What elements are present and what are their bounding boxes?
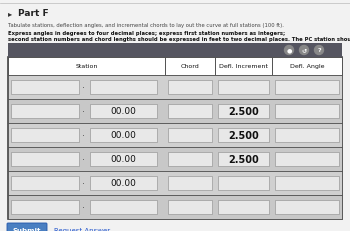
- Bar: [218, 152, 269, 167]
- Text: ?: ?: [317, 48, 321, 53]
- Text: Part F: Part F: [18, 9, 49, 18]
- Text: Tabulate stations, deflection angles, and incremental chords to lay out the curv: Tabulate stations, deflection angles, an…: [8, 23, 284, 28]
- Bar: [218, 176, 269, 191]
- Bar: [8, 195, 342, 219]
- Text: ·: ·: [82, 106, 85, 116]
- Text: Defl. Increment: Defl. Increment: [219, 64, 268, 69]
- Text: ·: ·: [82, 202, 85, 212]
- Bar: [168, 152, 212, 167]
- Bar: [90, 80, 157, 95]
- Bar: [8, 58, 342, 219]
- Bar: [218, 80, 269, 95]
- Bar: [275, 152, 339, 167]
- Text: ●: ●: [286, 48, 292, 53]
- Text: 2.500: 2.500: [228, 131, 259, 140]
- Bar: [8, 171, 342, 195]
- Bar: [11, 176, 78, 191]
- Text: Submit: Submit: [13, 228, 41, 231]
- Bar: [168, 80, 212, 95]
- Bar: [168, 128, 212, 143]
- Bar: [275, 128, 339, 143]
- Text: 00.00: 00.00: [110, 131, 136, 140]
- Circle shape: [315, 46, 323, 55]
- Bar: [8, 76, 342, 100]
- Bar: [11, 128, 78, 143]
- Text: Station: Station: [75, 64, 98, 69]
- Text: ·: ·: [82, 131, 85, 140]
- Bar: [11, 104, 78, 119]
- Text: ·: ·: [82, 83, 85, 93]
- Bar: [275, 80, 339, 95]
- Bar: [90, 200, 157, 215]
- Bar: [90, 128, 157, 143]
- Bar: [11, 152, 78, 167]
- Bar: [8, 44, 342, 58]
- Bar: [218, 104, 269, 119]
- Bar: [8, 100, 342, 123]
- FancyBboxPatch shape: [7, 223, 47, 231]
- Bar: [11, 80, 78, 95]
- Bar: [168, 200, 212, 215]
- Text: second station numbers and chord lengths should be expressed in feet to two deci: second station numbers and chord lengths…: [8, 36, 350, 41]
- Text: ▸: ▸: [8, 9, 12, 18]
- Text: ·: ·: [82, 154, 85, 164]
- Bar: [218, 128, 269, 143]
- Bar: [90, 104, 157, 119]
- Text: 00.00: 00.00: [110, 107, 136, 116]
- Bar: [11, 200, 78, 215]
- Bar: [8, 123, 342, 147]
- Bar: [165, 58, 215, 76]
- Bar: [90, 176, 157, 191]
- Bar: [215, 58, 272, 76]
- Bar: [272, 58, 342, 76]
- Bar: [275, 200, 339, 215]
- Bar: [218, 200, 269, 215]
- Circle shape: [300, 46, 308, 55]
- Text: Chord: Chord: [181, 64, 199, 69]
- Text: Defl. Angle: Defl. Angle: [290, 64, 324, 69]
- Text: 2.500: 2.500: [228, 106, 259, 116]
- Text: 00.00: 00.00: [110, 155, 136, 164]
- Bar: [90, 152, 157, 167]
- Bar: [8, 147, 342, 171]
- Text: Request Answer: Request Answer: [54, 228, 110, 231]
- Text: 2.500: 2.500: [228, 154, 259, 164]
- Text: 00.00: 00.00: [110, 179, 136, 188]
- Circle shape: [285, 46, 294, 55]
- Text: Express angles in degrees to four decimal places; express first station numbers : Express angles in degrees to four decima…: [8, 30, 285, 35]
- Bar: [168, 104, 212, 119]
- Bar: [168, 176, 212, 191]
- Text: ↺: ↺: [301, 48, 307, 53]
- Bar: [275, 176, 339, 191]
- Bar: [275, 104, 339, 119]
- Bar: [8, 58, 165, 76]
- Text: ·: ·: [82, 178, 85, 188]
